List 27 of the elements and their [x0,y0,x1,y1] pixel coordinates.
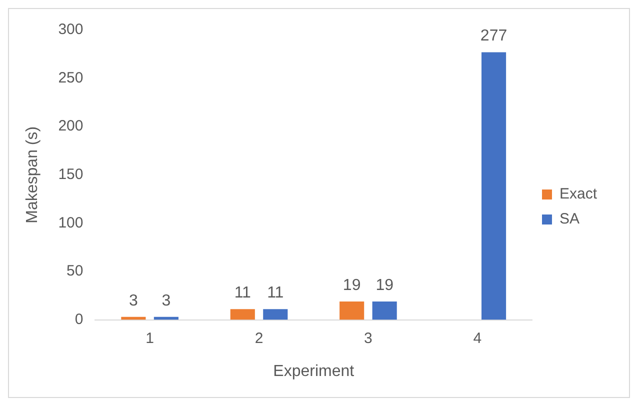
bar [230,309,255,320]
bar [372,301,397,320]
data-label: 3 [128,292,138,310]
bar [481,52,506,320]
x-tick-label: 2 [254,330,264,347]
data-label: 11 [267,284,284,302]
data-label: 3 [162,292,171,310]
x-tick-label: 1 [146,330,154,347]
y-tick-label: 0 [74,310,84,328]
data-label: 11 [234,284,252,302]
y-tick-label: 200 [58,118,84,135]
data-label: 19 [342,276,361,294]
legend-label: SA [559,210,580,228]
x-axis-title: Experiment [273,362,355,380]
y-tick-label: 100 [58,214,84,232]
bar [263,309,288,320]
y-axis-title: Makespan (s) [24,126,42,224]
y-tick-label: 50 [66,262,84,280]
y-tick-label: 150 [58,166,84,184]
x-tick-label: 4 [473,330,482,347]
data-label: 277 [480,28,508,45]
data-label: 19 [376,276,394,294]
x-tick-label: 3 [364,330,372,347]
legend-label: Exact [559,186,598,203]
y-tick-label: 300 [58,21,84,38]
bar [340,301,364,320]
y-tick-label: 250 [58,69,84,86]
